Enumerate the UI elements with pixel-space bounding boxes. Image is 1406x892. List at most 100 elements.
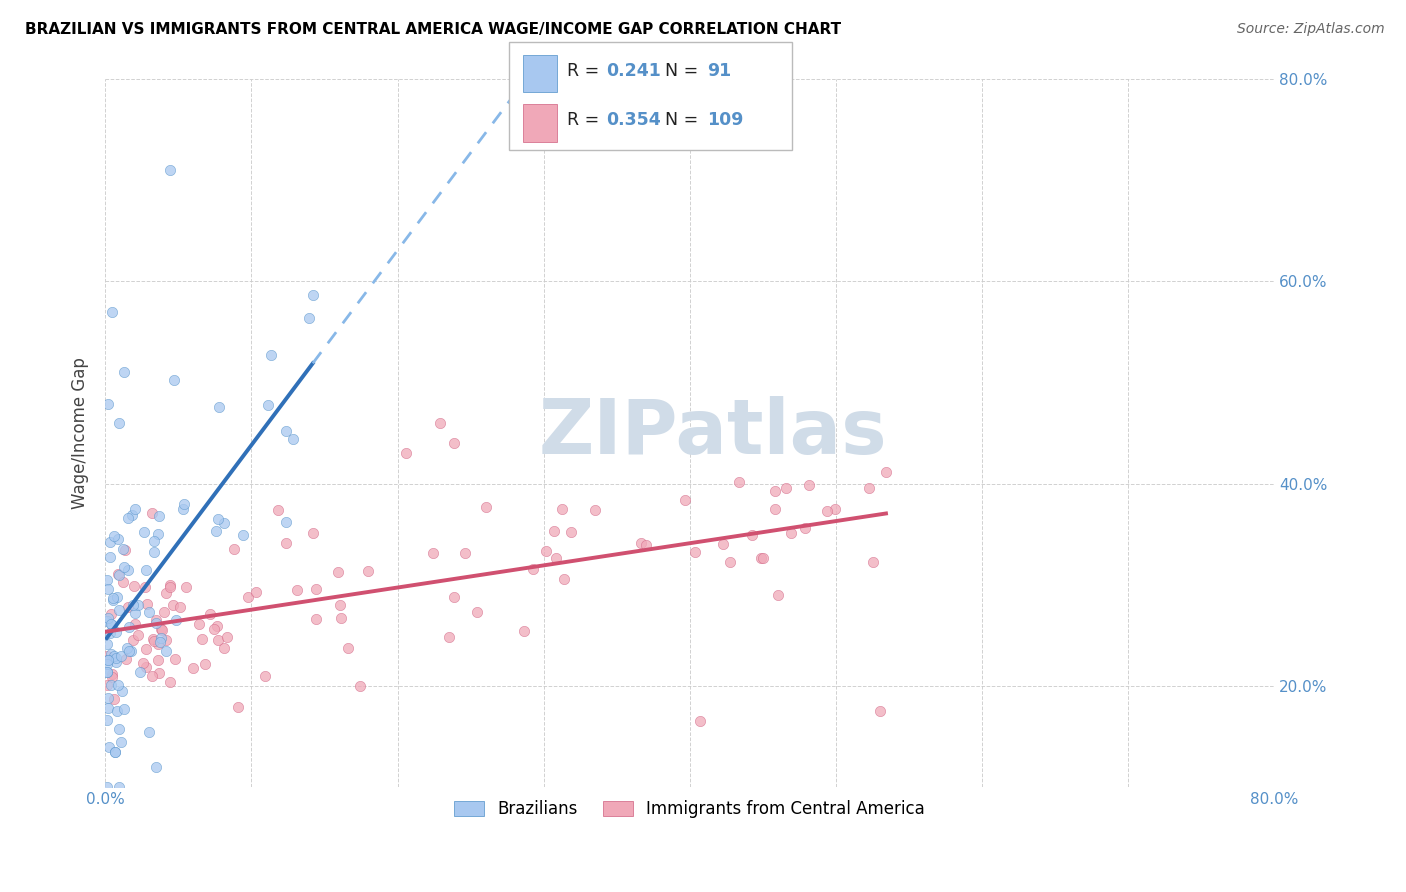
Immigrants from Central America: [135, 660, 157, 674]
Brazilians: [124, 606, 146, 620]
Immigrants from Central America: [630, 536, 652, 550]
Brazilians: [97, 740, 120, 755]
Brazilians: [96, 713, 118, 727]
Brazilians: [104, 624, 127, 639]
Immigrants from Central America: [329, 599, 352, 613]
Immigrants from Central America: [799, 477, 821, 491]
Brazilians: [121, 508, 143, 522]
Immigrants from Central America: [337, 641, 360, 656]
Immigrants from Central America: [107, 566, 129, 581]
Immigrants from Central America: [134, 580, 156, 594]
Brazilians: [260, 348, 283, 362]
Immigrants from Central America: [146, 637, 169, 651]
Brazilians: [105, 655, 128, 669]
Immigrants from Central America: [357, 564, 380, 578]
Brazilians: [100, 647, 122, 661]
Text: N =: N =: [654, 62, 703, 80]
Text: R =: R =: [567, 112, 605, 129]
Immigrants from Central America: [553, 573, 575, 587]
Immigrants from Central America: [305, 612, 328, 626]
Brazilians: [115, 641, 138, 656]
Immigrants from Central America: [429, 416, 451, 430]
Immigrants from Central America: [551, 501, 574, 516]
Brazilians: [97, 690, 120, 705]
Brazilians: [96, 638, 118, 652]
Immigrants from Central America: [101, 667, 124, 681]
Brazilians: [283, 432, 305, 446]
Immigrants from Central America: [711, 537, 734, 551]
Immigrants from Central America: [115, 651, 138, 665]
Brazilians: [146, 527, 169, 541]
Immigrants from Central America: [202, 622, 225, 636]
Immigrants from Central America: [330, 611, 353, 625]
Brazilians: [159, 163, 181, 178]
Brazilians: [107, 532, 129, 546]
Immigrants from Central America: [718, 555, 741, 569]
Brazilians: [103, 649, 125, 664]
Brazilians: [135, 563, 157, 577]
Brazilians: [148, 509, 170, 524]
Immigrants from Central America: [683, 545, 706, 559]
Immigrants from Central America: [544, 550, 567, 565]
Brazilians: [101, 617, 124, 632]
Immigrants from Central America: [124, 617, 146, 632]
Brazilians: [232, 528, 254, 542]
Brazilians: [107, 416, 129, 430]
Immigrants from Central America: [163, 652, 186, 666]
Brazilians: [98, 625, 121, 640]
Text: 0.241: 0.241: [606, 62, 661, 80]
Immigrants from Central America: [141, 668, 163, 682]
Brazilians: [205, 524, 228, 538]
Immigrants from Central America: [96, 648, 118, 663]
Brazilians: [105, 704, 128, 718]
Immigrants from Central America: [253, 669, 276, 683]
Immigrants from Central America: [194, 657, 217, 672]
Brazilians: [100, 678, 122, 692]
Brazilians: [96, 657, 118, 672]
Immigrants from Central America: [148, 665, 170, 680]
Brazilians: [103, 592, 125, 607]
Text: 109: 109: [707, 112, 744, 129]
Brazilians: [104, 745, 127, 759]
Immigrants from Central America: [236, 591, 259, 605]
Immigrants from Central America: [780, 526, 803, 541]
Immigrants from Central America: [267, 503, 290, 517]
Brazilians: [117, 563, 139, 577]
Immigrants from Central America: [222, 541, 245, 556]
Brazilians: [108, 603, 131, 617]
Brazilians: [276, 425, 298, 439]
Immigrants from Central America: [513, 624, 536, 639]
Immigrants from Central America: [100, 670, 122, 684]
Brazilians: [163, 373, 186, 387]
Immigrants from Central America: [143, 633, 166, 648]
Brazilians: [129, 665, 152, 679]
Brazilians: [97, 396, 120, 410]
Immigrants from Central America: [207, 633, 229, 648]
Immigrants from Central America: [159, 674, 181, 689]
Immigrants from Central America: [752, 550, 775, 565]
Immigrants from Central America: [114, 543, 136, 558]
Immigrants from Central America: [141, 507, 163, 521]
Immigrants from Central America: [117, 600, 139, 615]
Immigrants from Central America: [302, 525, 325, 540]
Immigrants from Central America: [169, 599, 191, 614]
Brazilians: [120, 644, 142, 658]
Brazilians: [301, 288, 323, 302]
Text: 0.354: 0.354: [606, 112, 661, 129]
Immigrants from Central America: [766, 588, 789, 602]
Brazilians: [110, 734, 132, 748]
Brazilians: [97, 700, 120, 714]
Immigrants from Central America: [728, 475, 751, 489]
Immigrants from Central America: [122, 579, 145, 593]
Brazilians: [104, 745, 127, 759]
Immigrants from Central America: [174, 581, 197, 595]
Brazilians: [114, 365, 136, 379]
Brazilians: [122, 598, 145, 612]
Brazilians: [98, 535, 121, 549]
Brazilians: [124, 501, 146, 516]
Brazilians: [96, 614, 118, 628]
Immigrants from Central America: [763, 483, 786, 498]
Brazilians: [212, 516, 235, 530]
Immigrants from Central America: [146, 653, 169, 667]
Brazilians: [117, 511, 139, 525]
